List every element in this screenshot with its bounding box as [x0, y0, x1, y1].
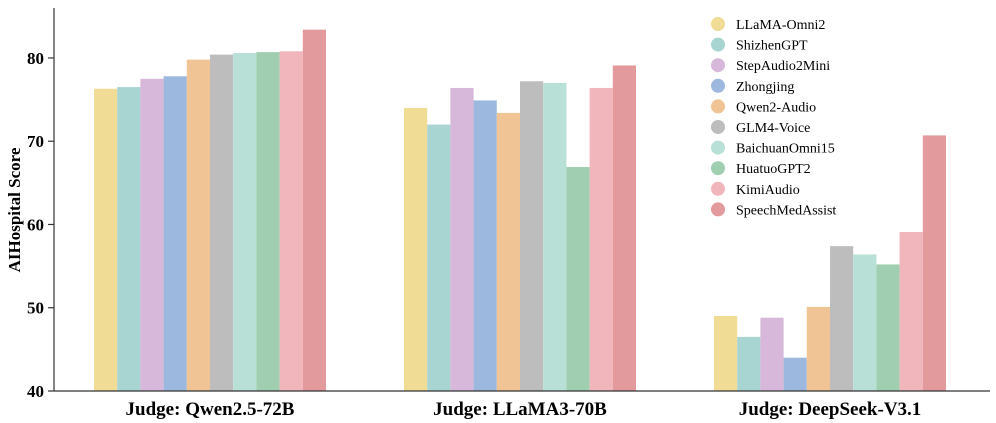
- bar-shizhengpt-group-3: [737, 336, 761, 391]
- legend-swatch: [711, 58, 725, 73]
- legend-label: SpeechMedAssist: [736, 203, 836, 218]
- bar-glm4-voice-group-3: [830, 246, 854, 391]
- bar-glm4-voice-group-2: [520, 81, 544, 392]
- bar-zhongjing-group-2: [473, 100, 497, 392]
- bar-zhongjing-group-3: [783, 357, 807, 391]
- legend-label: LLaMA-Omni2: [736, 18, 825, 33]
- bar-baichuanomni15-group-2: [543, 82, 567, 392]
- axes-layer: [53, 8, 990, 392]
- y-axis-label: AIHospital Score: [5, 147, 24, 272]
- bar-baichuanomni15-group-1: [233, 52, 257, 392]
- bar-glm4-voice-group-1: [210, 54, 234, 391]
- bar-huatuogpt2-group-1: [256, 52, 280, 391]
- legend-swatch: [711, 181, 725, 196]
- y-tick-label: 70: [27, 132, 44, 151]
- bars-layer: [94, 29, 946, 392]
- bar-stepaudio2mini-group-1: [140, 78, 164, 392]
- bar-llama-omni2-group-2: [404, 107, 428, 391]
- legend-label: Qwen2-Audio: [736, 100, 816, 115]
- legend-swatch: [711, 37, 725, 52]
- bar-baichuanomni15-group-3: [853, 254, 877, 391]
- bar-huatuogpt2-group-2: [566, 167, 590, 391]
- legend-label: BaichuanOmni15: [736, 142, 835, 157]
- bar-kimiaudio-group-3: [899, 231, 923, 391]
- bar-shizhengpt-group-1: [117, 87, 141, 391]
- bar-llama-omni2-group-3: [714, 316, 738, 391]
- bar-llama-omni2-group-1: [94, 88, 118, 391]
- bar-speechmedassist-group-1: [302, 29, 326, 392]
- legend-label: GLM4-Voice: [736, 121, 810, 136]
- legend-label: StepAudio2Mini: [736, 59, 830, 74]
- legend-label: ShizhenGPT: [736, 39, 808, 54]
- bar-stepaudio2mini-group-3: [760, 317, 784, 391]
- bar-shizhengpt-group-2: [427, 124, 451, 391]
- legend-swatch: [711, 99, 725, 114]
- y-tick-label: 50: [27, 299, 44, 318]
- x-category-label: Judge: Qwen2.5-72B: [126, 399, 295, 420]
- legend-label: HuatuoGPT2: [736, 162, 811, 177]
- y-tick-label: 60: [27, 215, 44, 234]
- bar-kimiaudio-group-2: [589, 87, 613, 392]
- y-ticks: 40 50 60 70 80: [27, 49, 54, 401]
- y-tick-label: 80: [27, 49, 44, 68]
- bar-kimiaudio-group-1: [279, 51, 303, 392]
- legend-swatch: [711, 202, 725, 217]
- legend-swatch: [711, 17, 725, 31]
- legend-label: KimiAudio: [736, 183, 800, 198]
- bar-huatuogpt2-group-3: [876, 264, 900, 391]
- legend-swatch: [711, 140, 725, 155]
- bar-speechmedassist-group-3: [922, 135, 946, 391]
- legend: LLaMA-Omni2 ShizhenGPT StepAudio2Mini Zhong…: [711, 17, 836, 218]
- bar-qwen2-audio-group-1: [186, 59, 210, 392]
- legend-swatch: [711, 120, 725, 134]
- bar-stepaudio2mini-group-2: [450, 87, 474, 392]
- x-category-label: Judge: DeepSeek-V3.1: [739, 399, 922, 420]
- bar-qwen2-audio-group-2: [496, 112, 520, 391]
- bar-qwen2-audio-group-3: [806, 306, 830, 391]
- legend-swatch: [711, 78, 725, 93]
- bar-zhongjing-group-1: [163, 76, 187, 392]
- y-tick-label: 40: [27, 382, 44, 401]
- x-category-labels: Judge: Qwen2.5-72B Judge: LLaMA3-70B Judge…: [126, 399, 922, 420]
- x-category-label: Judge: LLaMA3-70B: [433, 399, 607, 420]
- legend-swatch: [711, 161, 725, 176]
- bar-speechmedassist-group-2: [612, 65, 636, 391]
- legend-label: Zhongjing: [736, 80, 794, 95]
